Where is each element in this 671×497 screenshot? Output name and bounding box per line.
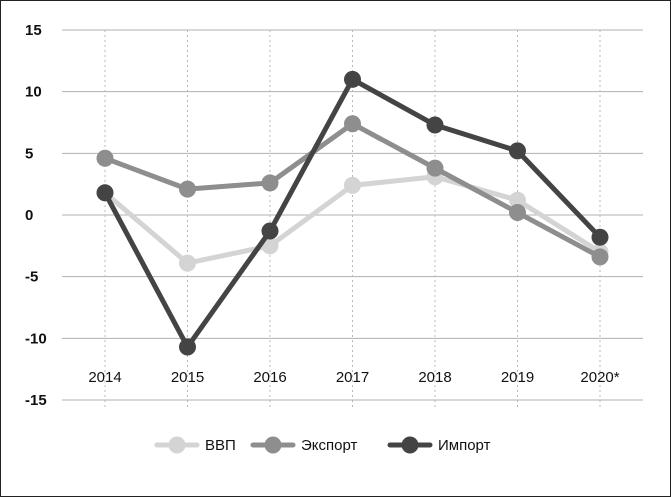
x-tick-label: 2016 [253, 369, 286, 386]
data-point [509, 191, 526, 209]
y-tick-label: 15 [25, 22, 42, 39]
legend-item: ВВП [154, 436, 236, 454]
data-point [426, 116, 444, 134]
data-point [344, 70, 361, 88]
legend-item: Импорт [387, 436, 491, 454]
x-tick-label: 2014 [88, 369, 121, 386]
data-point [591, 228, 609, 246]
x-tick-label: 2019 [501, 369, 534, 386]
y-tick-label: -5 [25, 269, 38, 286]
series-2 [96, 115, 609, 266]
data-point [96, 149, 114, 167]
legend-label: Экспорт [301, 437, 357, 454]
data-point [426, 159, 444, 177]
legend-item: Экспорт [250, 436, 357, 454]
series-layer [96, 70, 609, 356]
x-tick-label: 2017 [336, 369, 369, 386]
data-point [591, 248, 609, 266]
data-point [179, 338, 196, 356]
legend-label: ВВП [205, 437, 236, 454]
y-tick-label: 5 [25, 145, 33, 162]
grid-layer [62, 29, 643, 408]
series-3 [96, 70, 609, 356]
data-point [509, 204, 526, 222]
data-point [261, 222, 279, 240]
x-tick-label: 2018 [418, 369, 451, 386]
legend: ВВП Экспорт Импорт [154, 436, 491, 454]
x-tick-label: 2015 [171, 369, 204, 386]
data-point [96, 184, 114, 202]
y-tick-label: 0 [25, 207, 33, 224]
x-axis-ticks: 2014 2015 2016 2017 2018 2019 2020* [88, 369, 619, 386]
data-point [179, 254, 196, 272]
legend-marker [168, 436, 186, 454]
data-point [509, 142, 526, 160]
legend-marker [401, 436, 419, 454]
data-point [344, 115, 361, 133]
data-point [179, 180, 196, 198]
y-tick-label: 10 [25, 84, 42, 101]
x-tick-label: 2020* [580, 369, 619, 386]
data-point [344, 176, 361, 194]
legend-marker [264, 436, 282, 454]
y-tick-label: -10 [25, 330, 47, 347]
legend-label: Импорт [438, 437, 491, 454]
y-tick-label: -15 [25, 392, 47, 409]
y-axis-ticks: 15 10 5 0 -5 -10 -15 [25, 22, 47, 409]
data-point [261, 174, 279, 192]
data-point [261, 237, 279, 255]
